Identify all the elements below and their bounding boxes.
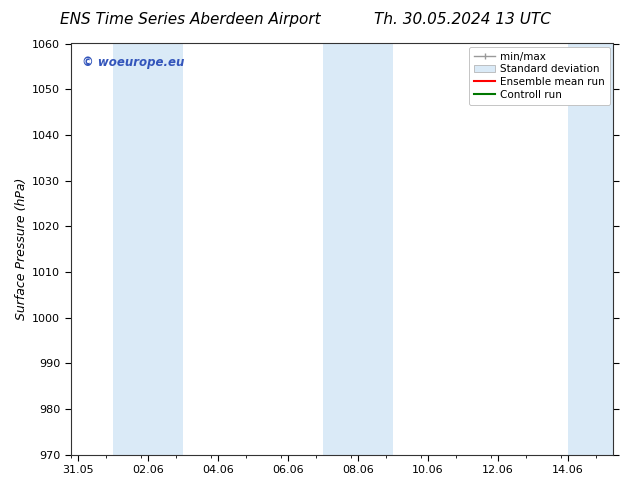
- Bar: [568, 44, 614, 455]
- Bar: [113, 44, 183, 455]
- Bar: [323, 44, 393, 455]
- Legend: min/max, Standard deviation, Ensemble mean run, Controll run: min/max, Standard deviation, Ensemble me…: [469, 47, 611, 105]
- Y-axis label: Surface Pressure (hPa): Surface Pressure (hPa): [15, 178, 28, 320]
- Text: © woeurope.eu: © woeurope.eu: [82, 56, 184, 69]
- Text: ENS Time Series Aberdeen Airport: ENS Time Series Aberdeen Airport: [60, 12, 321, 27]
- Text: Th. 30.05.2024 13 UTC: Th. 30.05.2024 13 UTC: [375, 12, 551, 27]
